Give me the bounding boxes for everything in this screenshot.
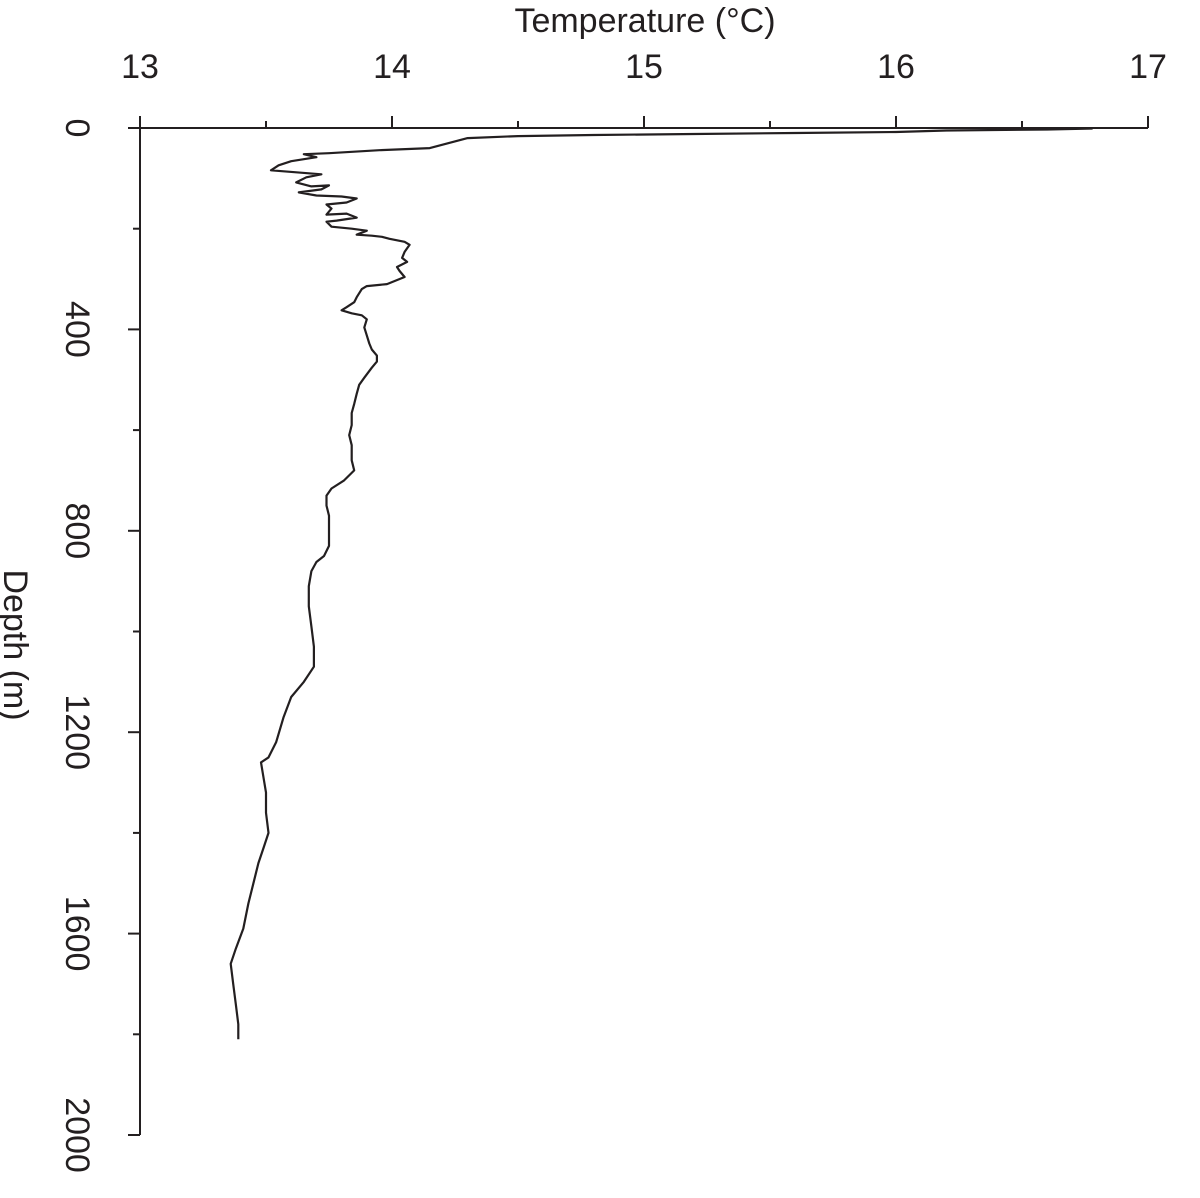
y-tick-label: 0 [58, 119, 96, 138]
x-tick-label: 16 [877, 48, 915, 86]
x-tick-label: 17 [1129, 48, 1167, 86]
x-tick-label: 13 [121, 48, 159, 86]
x-axis-ticks: 13 14 15 16 17 [121, 48, 1167, 128]
y-tick-label: 2000 [58, 1097, 96, 1173]
y-axis-title: Depth (m) [0, 569, 34, 720]
y-axis-ticks: 0 400 800 1200 1600 2000 [58, 119, 140, 1173]
x-axis-title: Temperature (°C) [514, 2, 775, 40]
y-tick-label: 800 [58, 502, 96, 559]
x-tick-label: 14 [373, 48, 411, 86]
y-tick-label: 400 [58, 301, 96, 358]
y-tick-label: 1600 [58, 896, 96, 972]
temperature-profile-line [229, 127, 1093, 1040]
y-tick-label: 1200 [58, 694, 96, 770]
x-tick-label: 15 [625, 48, 663, 86]
series-layer [229, 127, 1093, 1040]
